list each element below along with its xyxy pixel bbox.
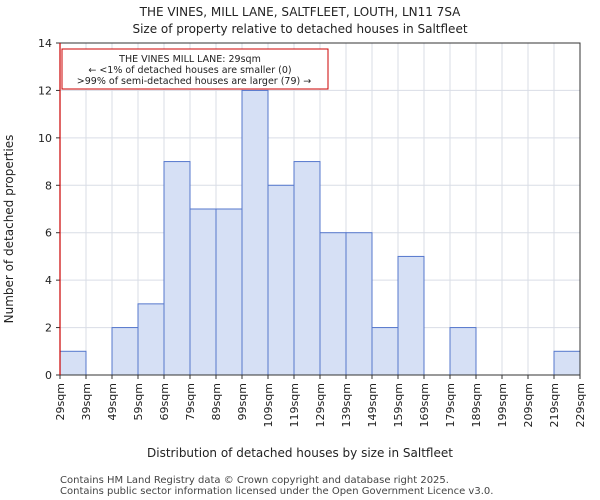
y-tick-label: 8 [45,179,52,192]
x-tick-label: 189sqm [470,383,483,427]
annotation-frame [61,48,329,90]
bar-59sqm [137,303,165,376]
x-tick-label: 139sqm [340,383,353,427]
chart-subtitle: Size of property relative to detached ho… [132,22,467,36]
x-tick-label: 89sqm [210,383,223,420]
x-tick-label: 199sqm [496,383,509,427]
bar-149sqm [371,327,399,376]
x-tick-label: 69sqm [158,383,171,420]
bar-109sqm [267,184,295,376]
x-tick-label: 219sqm [548,383,561,427]
y-axis-label: Number of detached properties [2,135,16,324]
x-tick-label: 149sqm [366,383,379,427]
y-tick-label: 0 [45,369,52,382]
bar-49sqm [111,327,139,376]
x-tick-label: 39sqm [80,383,93,420]
x-tick-label: 79sqm [184,383,197,420]
bars [59,89,581,376]
x-tick-label: 169sqm [418,383,431,427]
bar-79sqm [189,208,217,376]
y-tick-label: 12 [38,84,52,97]
bar-139sqm [345,232,373,376]
bar-219sqm [553,350,581,376]
chart-title: THE VINES, MILL LANE, SALTFLEET, LOUTH, … [139,5,462,19]
bar-119sqm [293,161,321,376]
x-tick-label: 99sqm [236,383,249,420]
y-tick-labels: 0 2 4 6 8 10 12 14 [38,37,60,382]
bar-179sqm [449,327,477,376]
y-tick-label: 4 [45,274,52,287]
footer-line-1: Contains HM Land Registry data © Crown c… [60,475,449,486]
x-tick-labels: 29sqm 39sqm 49sqm 59sqm 69sqm 79sqm 89sqm 99sqm… [54,375,587,427]
annotation-line-2: ← <1% of detached houses are smaller (0) [88,65,291,76]
bar-89sqm [215,208,243,376]
x-tick-label: 59sqm [132,383,145,420]
bar-129sqm [319,232,347,376]
x-tick-label: 119sqm [288,383,301,427]
y-tick-label: 2 [45,322,52,335]
bar-99sqm [241,89,269,376]
x-tick-label: 209sqm [522,383,535,427]
x-tick-label: 159sqm [392,383,405,427]
x-axis-label: Distribution of detached houses by size … [147,446,453,460]
bar-159sqm [397,255,425,376]
annotation-line-1: THE VINES MILL LANE: 29sqm [118,54,261,65]
annotation-line-3: >99% of semi-detached houses are larger … [77,76,311,87]
x-tick-label: 179sqm [444,383,457,427]
bar-69sqm [163,161,191,376]
x-tick-label: 129sqm [314,383,327,427]
annotation-box: THE VINES MILL LANE: 29sqm ← <1% of deta… [61,48,329,90]
x-tick-label: 109sqm [262,383,275,427]
y-tick-label: 14 [38,37,52,50]
footer-line-2: Contains public sector information licen… [60,486,493,497]
x-tick-label: 229sqm [574,383,587,427]
x-tick-label: 29sqm [54,383,67,420]
x-tick-label: 49sqm [106,383,119,420]
y-tick-label: 10 [38,132,52,145]
bar-29sqm [59,350,87,376]
y-tick-label: 6 [45,227,52,240]
